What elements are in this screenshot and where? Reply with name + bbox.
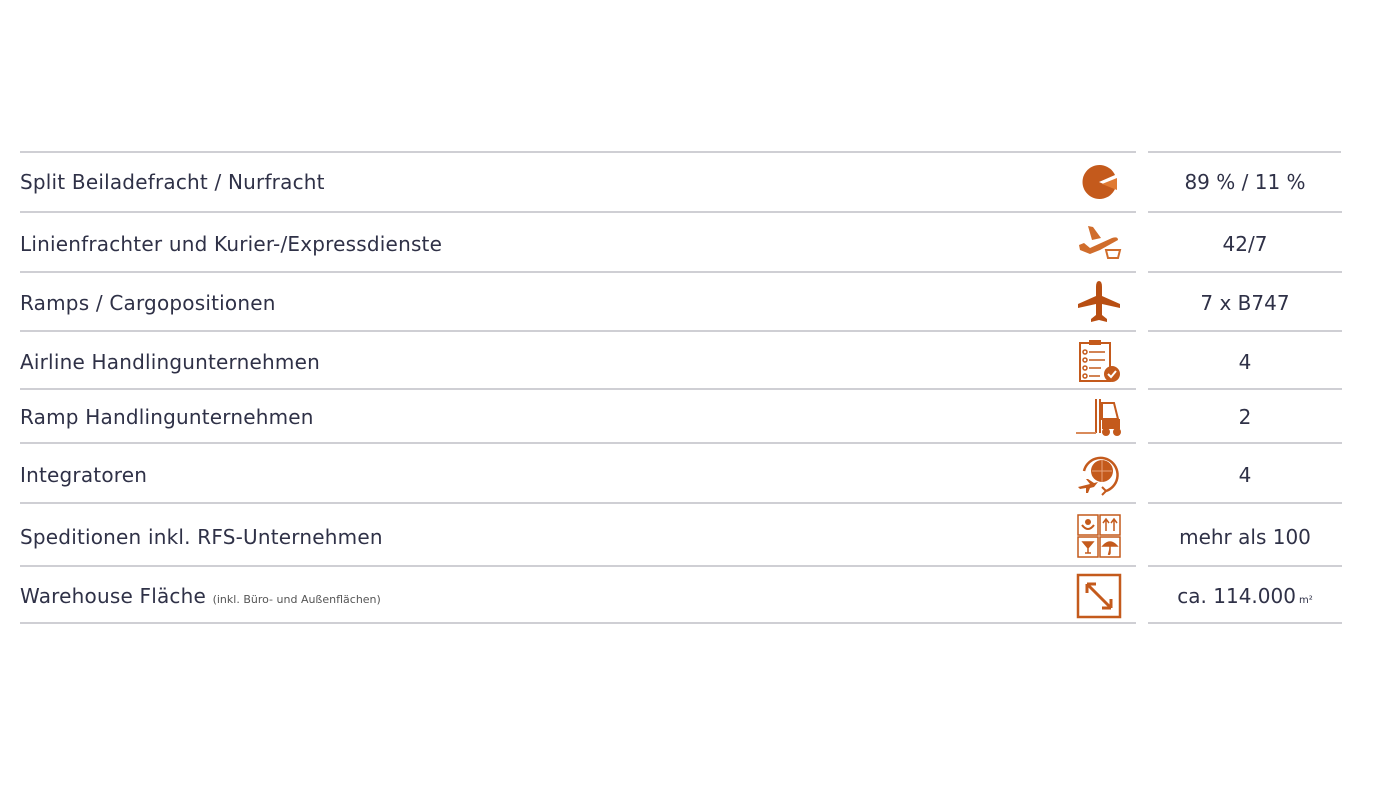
row-label: Speditionen inkl. RFS-Unternehmen [20, 525, 383, 549]
row-label: Linienfrachter und Kurier-/Expressdienst… [20, 232, 443, 256]
divider [1148, 388, 1342, 390]
table-row: Split Beiladefracht / Nurfracht 89 % / 1… [0, 152, 1400, 212]
divider [1148, 211, 1342, 213]
divider [1148, 622, 1342, 624]
divider [1148, 330, 1342, 332]
table-row: Warehouse Fläche (inkl. Büro- und Außenf… [0, 566, 1400, 623]
pie-chart-icon [1076, 159, 1122, 205]
area-arrow-icon [1076, 573, 1122, 619]
table-row: Linienfrachter und Kurier-/Expressdienst… [0, 212, 1400, 272]
clipboard-check-icon [1076, 337, 1122, 383]
row-value: 2 [1238, 405, 1252, 429]
row-label: Ramp Handlingunternehmen [20, 405, 314, 429]
table-row: Speditionen inkl. RFS-Unternehmen mehr a… [0, 503, 1400, 566]
divider [20, 442, 1136, 444]
divider [20, 565, 1136, 567]
row-value: 7 x B747 [1200, 291, 1290, 315]
divider [20, 151, 1136, 153]
airplane-icon [1076, 279, 1122, 325]
row-value: 4 [1238, 350, 1252, 374]
divider [1148, 442, 1342, 444]
row-label: Warehouse Fläche (inkl. Büro- und Außenf… [20, 584, 381, 608]
plane-departure-package-icon [1076, 220, 1122, 266]
row-value: 89 % / 11 % [1184, 170, 1306, 194]
table-row: Airline Handlingunternehmen 4 [0, 331, 1400, 389]
divider [1148, 565, 1342, 567]
row-value: 4 [1238, 463, 1252, 487]
row-value-unit: m² [1298, 595, 1313, 606]
divider [20, 622, 1136, 624]
divider [20, 211, 1136, 213]
table-row: Ramps / Cargopositionen 7 x B747 [0, 272, 1400, 331]
row-value-text: ca. 114.000 [1177, 584, 1296, 608]
row-label-note: (inkl. Büro- und Außenflächen) [212, 593, 381, 606]
table-row: Ramp Handlingunternehmen 2 [0, 389, 1400, 443]
package-symbols-icon [1076, 513, 1122, 559]
divider [20, 330, 1136, 332]
row-label: Airline Handlingunternehmen [20, 350, 320, 374]
row-label-text: Warehouse Fläche [20, 584, 207, 608]
table-row: Integratoren 4 [0, 443, 1400, 503]
divider [20, 388, 1136, 390]
row-value: mehr als 100 [1179, 525, 1311, 549]
row-label: Split Beiladefracht / Nurfracht [20, 170, 325, 194]
divider [1148, 151, 1341, 153]
row-label: Integratoren [20, 463, 148, 487]
row-label: Ramps / Cargopositionen [20, 291, 276, 315]
divider [1148, 271, 1342, 273]
globe-plane-icon [1076, 451, 1122, 497]
divider [20, 271, 1136, 273]
divider [1148, 502, 1342, 504]
row-value: ca. 114.000 m² [1148, 584, 1342, 608]
forklift-icon [1076, 393, 1122, 439]
row-value: 42/7 [1222, 232, 1268, 256]
divider [20, 502, 1136, 504]
